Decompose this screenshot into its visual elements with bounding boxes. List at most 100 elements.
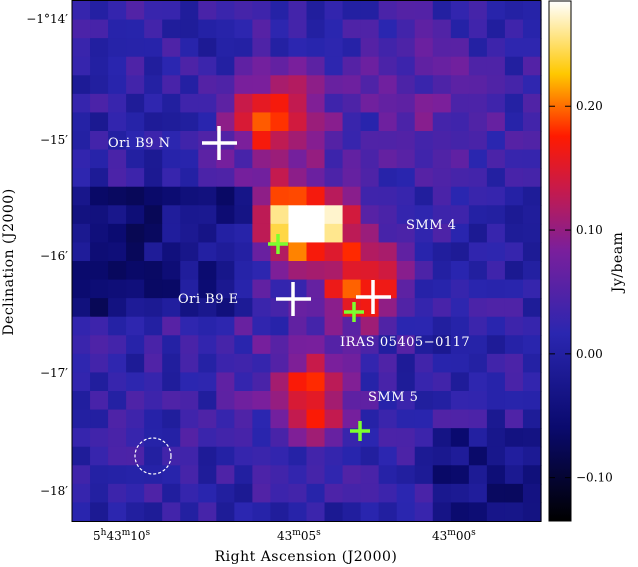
map-pixel	[306, 428, 326, 448]
map-pixel	[234, 316, 253, 336]
map-pixel	[414, 483, 434, 504]
map-pixel	[90, 502, 109, 522]
map-pixel	[126, 93, 145, 114]
map-pixel	[126, 465, 145, 485]
map-pixel	[90, 168, 109, 188]
map-pixel	[378, 19, 398, 39]
map-pixel	[486, 316, 506, 336]
map-pixel	[396, 279, 416, 299]
map-pixel	[522, 446, 542, 466]
white-cross-ori-b9-e	[276, 282, 311, 316]
map-pixel	[486, 112, 506, 132]
map-pixel	[468, 93, 488, 114]
map-pixel	[486, 428, 506, 448]
map-pixel	[360, 1, 380, 21]
map-pixel	[216, 465, 235, 485]
map-pixel	[504, 168, 524, 188]
map-pixel	[342, 279, 362, 299]
map-pixel	[216, 168, 235, 188]
map-pixel	[252, 335, 272, 355]
map-pixel	[216, 279, 235, 299]
map-pixel	[216, 149, 235, 169]
map-pixel	[162, 483, 181, 504]
map-pixel	[414, 335, 434, 355]
map-pixel	[450, 93, 470, 114]
map-pixel	[306, 56, 326, 76]
map-pixel	[144, 335, 163, 355]
map-pixel	[342, 223, 362, 244]
map-pixel	[198, 372, 217, 392]
map-pixel	[126, 19, 145, 39]
map-pixel	[234, 279, 253, 299]
map-pixel	[162, 279, 181, 299]
map-pixel	[432, 446, 452, 466]
map-pixel	[162, 502, 181, 522]
map-pixel	[234, 186, 253, 206]
map-pixel	[504, 446, 524, 466]
map-pixel	[180, 56, 199, 76]
map-pixel	[270, 391, 290, 411]
map-pixel	[432, 372, 452, 392]
map-pixel	[306, 186, 326, 206]
map-pixel	[432, 56, 452, 76]
map-pixel	[288, 112, 308, 132]
map-pixel	[108, 112, 127, 132]
map-pixel	[450, 223, 470, 244]
map-pixel	[306, 205, 326, 225]
map-pixel	[450, 372, 470, 392]
map-pixel	[126, 75, 145, 95]
map-pixel	[504, 38, 524, 58]
map-pixel	[144, 112, 163, 132]
map-pixel	[504, 112, 524, 132]
map-pixel	[288, 149, 308, 169]
map-pixel	[180, 168, 199, 188]
map-pixel	[144, 409, 163, 429]
map-pixel	[270, 316, 290, 336]
map-pixel	[90, 261, 109, 281]
map-pixel	[468, 298, 488, 318]
map-pixel	[198, 353, 217, 374]
map-pixel	[360, 168, 380, 188]
map-pixel	[486, 56, 506, 76]
map-pixel	[72, 93, 91, 114]
map-pixel	[324, 56, 344, 76]
map-pixel	[216, 205, 235, 225]
map-pixel	[396, 186, 416, 206]
map-pixel	[306, 483, 326, 504]
map-pixel	[306, 242, 326, 262]
map-pixel	[486, 186, 506, 206]
map-pixel	[486, 465, 506, 485]
map-pixel	[324, 112, 344, 132]
map-pixel	[270, 261, 290, 281]
map-pixel	[504, 335, 524, 355]
map-pixel	[486, 38, 506, 58]
map-pixel	[432, 353, 452, 374]
map-pixel	[72, 75, 91, 95]
map-pixel	[144, 298, 163, 318]
map-pixel	[108, 372, 127, 392]
map-pixel	[270, 1, 290, 21]
map-pixel	[432, 391, 452, 411]
map-pixel	[270, 298, 290, 318]
map-pixel	[180, 19, 199, 39]
map-pixel	[414, 316, 434, 336]
map-pixel	[90, 75, 109, 95]
map-pixel	[288, 242, 308, 262]
map-pixel	[144, 38, 163, 58]
map-pixel	[522, 298, 542, 318]
map-pixel	[270, 465, 290, 485]
map-pixel	[234, 242, 253, 262]
map-pixel	[522, 428, 542, 448]
map-pixel	[378, 38, 398, 58]
map-pixel	[108, 446, 127, 466]
map-pixel	[72, 465, 91, 485]
map-pixel	[90, 483, 109, 504]
map-pixel	[252, 279, 272, 299]
map-pixel	[216, 298, 235, 318]
map-pixel	[90, 391, 109, 411]
map-pixel	[216, 502, 235, 522]
map-pixel	[378, 56, 398, 76]
map-pixel	[324, 409, 344, 429]
map-pixel	[450, 38, 470, 58]
